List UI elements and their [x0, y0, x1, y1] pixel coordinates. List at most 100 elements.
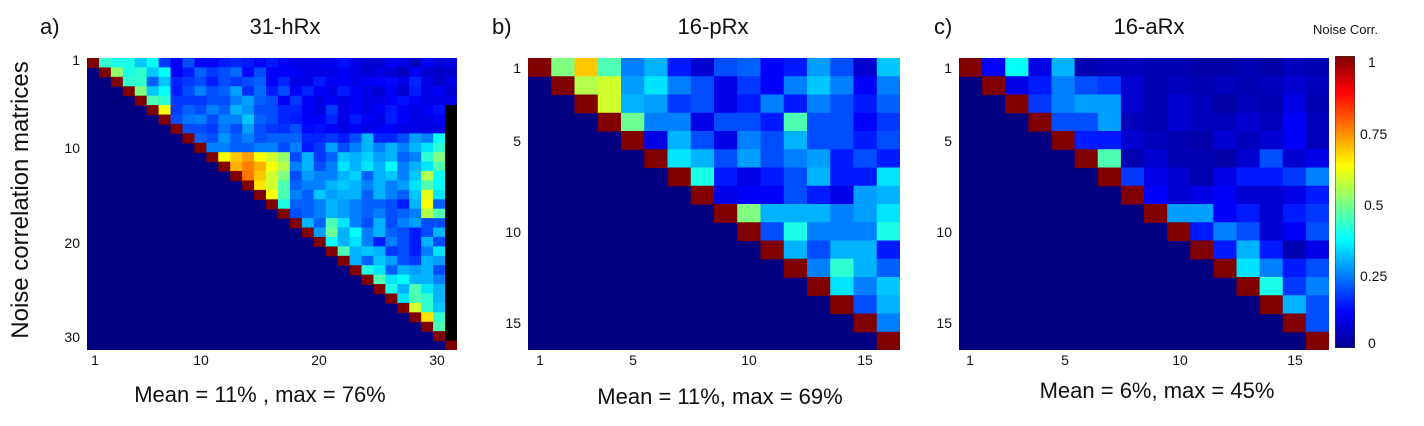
heatmap-cell: [313, 199, 327, 210]
panel-caption: Mean = 11%, max = 69%: [597, 384, 843, 409]
heatmap-cell: [445, 255, 457, 266]
heatmap-cell: [182, 123, 196, 134]
heatmap-cell: [289, 67, 303, 78]
heatmap-cell: [853, 185, 878, 205]
y-tick: 20: [64, 235, 80, 251]
heatmap-cell: [266, 142, 279, 153]
heatmap-cell: [1282, 277, 1307, 296]
heatmap-cell: [1097, 131, 1122, 150]
heatmap-cell: [266, 105, 279, 116]
heatmap-cell: [433, 255, 446, 266]
heatmap-cell: [445, 189, 457, 200]
heatmap-cell: [1236, 185, 1261, 205]
heatmap-cell: [397, 255, 410, 266]
heatmap-diagonal-cell: [218, 161, 231, 172]
heatmap-cell: [158, 67, 172, 78]
heatmap-cell: [373, 265, 386, 276]
heatmap-diagonal-cell: [1097, 167, 1122, 187]
heatmap-cell: [807, 76, 831, 96]
x-tick: 30: [429, 352, 445, 368]
heatmap-cell: [1120, 94, 1145, 114]
heatmap-cell: [433, 293, 446, 304]
heatmap-cell: [1305, 277, 1329, 296]
heatmap-diagonal-cell: [122, 86, 136, 97]
heatmap-diagonal-cell: [206, 152, 219, 163]
heatmap-cell: [361, 58, 375, 69]
heatmap-cell: [289, 58, 303, 69]
heatmap-cell: [1028, 76, 1053, 96]
heatmap-cell: [1213, 94, 1238, 114]
heatmap-cell: [349, 152, 363, 163]
heatmap-cell: [337, 95, 351, 106]
heatmap-cell: [206, 67, 219, 78]
heatmap-cell: [301, 114, 315, 125]
heatmap-cell: [361, 227, 375, 238]
heatmap-cell: [1282, 112, 1307, 132]
heatmap-cell: [433, 142, 446, 153]
heatmap-cell: [361, 189, 375, 200]
heatmap-cell: [1051, 76, 1076, 96]
heatmap-cell: [853, 131, 878, 150]
heatmap-cell: [313, 227, 327, 238]
heatmap-cell: [385, 123, 398, 134]
heatmap-diagonal-cell: [373, 284, 386, 295]
heatmap-cell: [146, 76, 160, 87]
heatmap-cell: [409, 255, 422, 266]
heatmap-cell: [242, 105, 255, 116]
heatmap-diagonal-cell: [737, 222, 762, 242]
heatmap-cell: [830, 204, 855, 223]
heatmap-cell: [1144, 58, 1168, 77]
heatmap-cell: [266, 133, 279, 144]
heatmap-diagonal-cell: [1305, 331, 1329, 350]
heatmap-cell: [445, 142, 457, 153]
heatmap-diagonal-cell: [146, 105, 160, 116]
y-tick: 1: [72, 52, 80, 68]
heatmap-cell: [1144, 185, 1168, 205]
heatmap-cell: [644, 131, 669, 150]
heatmap-diagonal-cell: [349, 265, 363, 276]
heatmap-cell: [876, 94, 900, 114]
heatmap-cell: [194, 105, 207, 116]
heatmap-cell: [397, 284, 410, 295]
heatmap-cell: [876, 58, 900, 77]
heatmap-a: [87, 58, 457, 350]
heatmap-cell: [385, 189, 398, 200]
heatmap-cell: [1144, 149, 1168, 169]
heatmap-cell: [349, 58, 363, 69]
y-axis-label: Noise correlation matrices: [7, 61, 34, 339]
heatmap-cell: [830, 222, 855, 242]
heatmap-cell: [445, 152, 457, 163]
heatmap-cell: [421, 236, 434, 247]
heatmap-cell: [621, 112, 645, 132]
x-tick: 20: [311, 352, 327, 368]
x-tick: 5: [1061, 352, 1069, 368]
heatmap-cell: [158, 86, 172, 97]
heatmap-cell: [421, 255, 434, 266]
heatmap-cell: [1305, 222, 1329, 242]
heatmap-cell: [397, 86, 410, 97]
heatmap-cell: [266, 58, 279, 69]
heatmap-cell: [667, 112, 692, 132]
heatmap-cell: [807, 240, 831, 260]
heatmap-cell: [421, 293, 434, 304]
heatmap-cell: [1190, 222, 1214, 242]
heatmap-cell: [289, 199, 303, 210]
heatmap-cell: [1005, 76, 1029, 96]
heatmap-cell: [325, 58, 339, 69]
heatmap-cell: [1097, 58, 1122, 77]
heatmap-cell: [158, 105, 172, 116]
heatmap-cell: [361, 133, 375, 144]
heatmap-cell: [337, 152, 351, 163]
heatmap-cell: [830, 58, 855, 77]
heatmap-cell: [397, 152, 410, 163]
heatmap-cell: [1097, 112, 1122, 132]
heatmap-cell: [1190, 185, 1214, 205]
heatmap-cell: [714, 94, 738, 114]
heatmap-cell: [254, 133, 267, 144]
heatmap-cell: [1305, 76, 1329, 96]
heatmap-cell: [737, 76, 762, 96]
heatmap-cell: [361, 95, 375, 106]
heatmap-cell: [373, 208, 386, 219]
heatmap-cell: [433, 133, 446, 144]
heatmap-cell: [760, 58, 785, 77]
